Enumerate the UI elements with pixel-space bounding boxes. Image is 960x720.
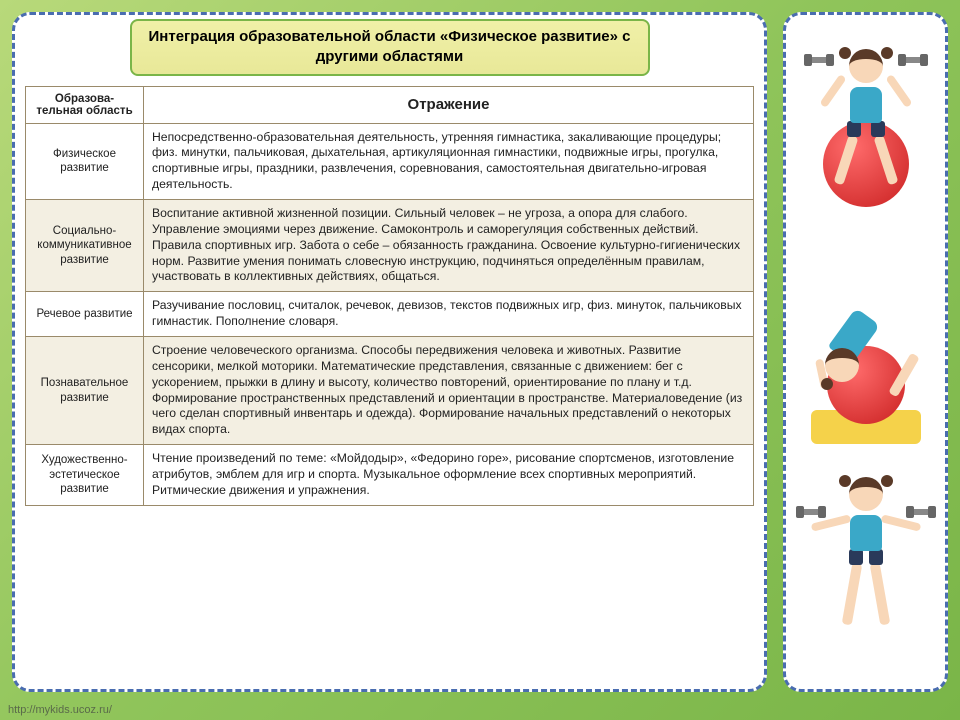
reflection-cell: Строение человеческого организма. Способ… [144,336,754,444]
table-row: Познавательное развитие Строение человеч… [26,336,754,444]
side-panel [783,12,948,692]
col-header-area: Образова- тельная область [26,86,144,123]
area-cell: Художественно-эстетическое развитие [26,445,144,506]
area-cell: Социально-коммуникативное развитие [26,199,144,291]
footer-url: http://mykids.ucoz.ru/ [8,704,112,716]
col-header-reflection: Отражение [144,86,754,123]
area-cell: Физическое развитие [26,123,144,199]
exercise-figure-icon [801,463,931,663]
reflection-cell: Воспитание активной жизненной позиции. С… [144,199,754,291]
table-row: Речевое развитие Разучивание пословиц, с… [26,292,754,337]
exercise-figure-icon [801,41,931,241]
integration-table: Образова- тельная область Отражение Физи… [25,86,754,506]
exercise-figure-icon [801,252,931,452]
reflection-cell: Непосредственно-образовательная деятельн… [144,123,754,199]
area-cell: Познавательное развитие [26,336,144,444]
area-cell: Речевое развитие [26,292,144,337]
page-title: Интеграция образовательной области «Физи… [149,28,631,65]
title-box: Интеграция образовательной области «Физи… [130,19,650,76]
table-row: Художественно-эстетическое развитие Чтен… [26,445,754,506]
main-panel: Интеграция образовательной области «Физи… [12,12,767,692]
table-row: Физическое развитие Непосредственно-обра… [26,123,754,199]
reflection-cell: Разучивание пословиц, считалок, речевок,… [144,292,754,337]
reflection-cell: Чтение произведений по теме: «Мойдодыр»,… [144,445,754,506]
table-row: Социально-коммуникативное развитие Воспи… [26,199,754,291]
